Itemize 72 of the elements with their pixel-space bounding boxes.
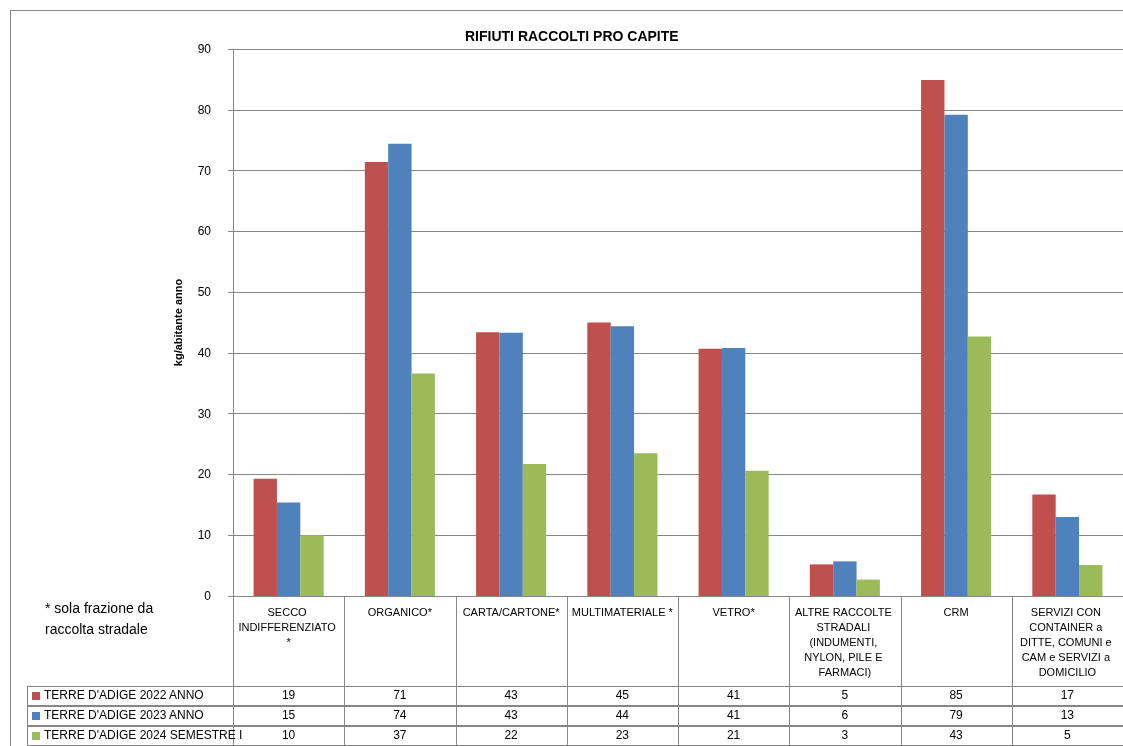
bar bbox=[476, 332, 500, 596]
x-tick-label: VETRO* bbox=[712, 605, 756, 618]
data-label: 74 bbox=[392, 708, 408, 722]
y-tick-label: 10 bbox=[197, 528, 212, 543]
bar bbox=[721, 348, 746, 596]
x-tick-label: CRM bbox=[943, 605, 969, 618]
y-axis-title: kg/abitante anno bbox=[171, 278, 184, 367]
data-label: 3 bbox=[840, 728, 850, 742]
y-tick-label: 60 bbox=[197, 224, 212, 239]
data-label: 37 bbox=[392, 728, 408, 742]
legend-label: TERRE D'ADIGE 2023 ANNO bbox=[44, 708, 204, 722]
bar bbox=[856, 579, 880, 596]
data-label: 22 bbox=[503, 728, 519, 742]
data-label: 79 bbox=[948, 708, 964, 722]
data-label: 5 bbox=[1063, 728, 1072, 742]
bar bbox=[921, 80, 945, 596]
bar bbox=[698, 348, 722, 596]
y-tick-label: 40 bbox=[197, 345, 212, 360]
bar bbox=[587, 322, 611, 596]
y-tick-label: 90 bbox=[197, 42, 212, 56]
bar bbox=[610, 326, 635, 596]
y-tick-label: 30 bbox=[197, 406, 212, 421]
bar bbox=[499, 332, 523, 596]
x-tick-label: ORGANICO* bbox=[367, 605, 433, 618]
data-label: 43 bbox=[503, 708, 519, 722]
text: * sola frazione da raccolta stradale bbox=[45, 599, 155, 639]
bar bbox=[634, 453, 658, 596]
bar bbox=[364, 162, 389, 596]
data-label: 21 bbox=[725, 728, 742, 742]
bar bbox=[745, 470, 769, 596]
chart-title: RIFIUTI RACCOLTI PRO CAPITE bbox=[465, 28, 679, 44]
data-label: 19 bbox=[280, 688, 297, 702]
bar bbox=[833, 561, 857, 596]
bar bbox=[944, 114, 968, 596]
bar bbox=[388, 143, 412, 596]
data-label: 10 bbox=[281, 728, 296, 742]
data-label: 41 bbox=[725, 708, 742, 722]
x-tick-label: SECCO INDIFFERENZIATO * bbox=[238, 605, 339, 648]
bar bbox=[1032, 494, 1056, 596]
bar bbox=[276, 502, 301, 596]
bar bbox=[300, 535, 324, 596]
y-tick-label: 20 bbox=[197, 467, 212, 482]
legend-label: TERRE D'ADIGE 2022 ANNO bbox=[44, 688, 204, 702]
data-label: 5 bbox=[840, 688, 850, 702]
y-tick-label: 50 bbox=[197, 285, 212, 300]
data-label: 71 bbox=[392, 688, 408, 702]
data-label: 41 bbox=[725, 688, 742, 702]
y-tick-label: 80 bbox=[197, 102, 212, 117]
x-tick-label: ALTRE RACCOLTE STRADALI (INDUMENTI, NYLON, PILE E FARMACI) bbox=[794, 605, 895, 678]
legend-label: TERRE D'ADIGE 2024 SEMESTRE I bbox=[44, 728, 243, 742]
bar bbox=[411, 373, 435, 596]
data-label: 23 bbox=[614, 728, 631, 742]
x-tick-label: MULTIMATERIALE * bbox=[571, 605, 674, 618]
bar bbox=[522, 464, 547, 596]
x-tick-label: SERVIZI CON CONTAINER a DITTE, COMUNI e CAM e SERVIZI a DOMICILIO bbox=[1020, 605, 1115, 678]
y-tick-label: 0 bbox=[204, 589, 212, 603]
data-label: 6 bbox=[840, 708, 850, 722]
data-label: 15 bbox=[280, 708, 297, 722]
bar bbox=[1079, 565, 1103, 596]
x-tick-label: CARTA/CARTONE* bbox=[462, 605, 561, 618]
bar bbox=[967, 336, 992, 596]
bar bbox=[253, 478, 277, 596]
data-label: 43 bbox=[503, 688, 519, 702]
data-label: 44 bbox=[614, 708, 631, 722]
data-label: 85 bbox=[948, 688, 964, 702]
data-label: 17 bbox=[1059, 688, 1076, 702]
data-label: 13 bbox=[1059, 708, 1076, 722]
bar bbox=[809, 564, 834, 596]
data-label: 45 bbox=[614, 688, 631, 702]
bar bbox=[1055, 516, 1080, 596]
y-tick-label: 70 bbox=[197, 163, 212, 178]
data-label: 43 bbox=[948, 728, 964, 742]
